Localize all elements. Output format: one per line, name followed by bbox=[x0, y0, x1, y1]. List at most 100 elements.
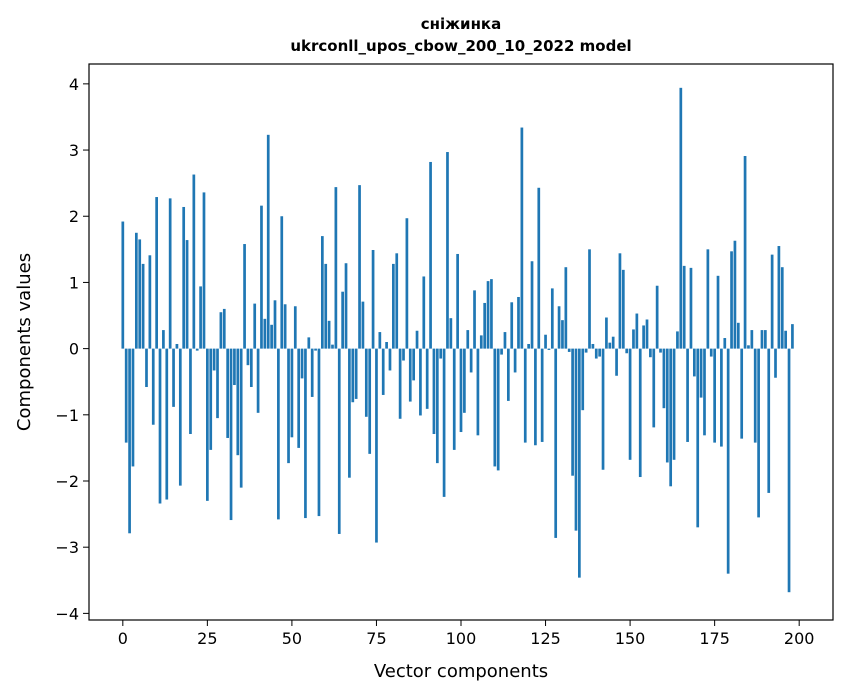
bar-9 bbox=[151, 348, 155, 425]
bar-116 bbox=[513, 348, 517, 373]
bar-112 bbox=[500, 348, 503, 355]
bar-104 bbox=[473, 290, 476, 349]
bar-82 bbox=[398, 348, 402, 419]
bar-150 bbox=[628, 348, 632, 460]
x-axis: 0 25 50 75 100 125 150 175 200 bbox=[118, 620, 815, 648]
chart-title: сніжинка bbox=[421, 15, 502, 33]
bar-11 bbox=[158, 348, 162, 504]
bar-71 bbox=[361, 301, 365, 349]
bar-155 bbox=[645, 319, 649, 349]
bar-22 bbox=[195, 348, 199, 351]
bar-41 bbox=[260, 205, 263, 349]
bar-137 bbox=[584, 348, 588, 353]
bar-152 bbox=[635, 313, 639, 349]
bar-122 bbox=[534, 348, 537, 446]
bar-5 bbox=[138, 239, 142, 349]
bar-49 bbox=[287, 348, 290, 464]
bar-193 bbox=[774, 348, 777, 378]
bar-99 bbox=[456, 253, 459, 349]
bar-7 bbox=[145, 348, 148, 388]
bar-28 bbox=[216, 348, 219, 419]
bar-63 bbox=[334, 187, 338, 349]
bar-73 bbox=[368, 348, 372, 454]
bar-140 bbox=[594, 348, 598, 359]
bar-113 bbox=[503, 332, 507, 349]
bar-24 bbox=[202, 192, 206, 349]
bar-56 bbox=[310, 348, 314, 397]
bar-136 bbox=[581, 348, 585, 411]
bar-169 bbox=[692, 348, 696, 377]
bar-120 bbox=[527, 343, 530, 349]
bar-62 bbox=[331, 344, 334, 349]
bar-148 bbox=[621, 269, 625, 349]
x-tick-label: 100 bbox=[446, 629, 477, 648]
bar-157 bbox=[652, 348, 656, 428]
bar-15 bbox=[172, 348, 175, 407]
bar-144 bbox=[608, 342, 612, 349]
bar-165 bbox=[679, 87, 683, 349]
bar-130 bbox=[561, 320, 564, 349]
bar-74 bbox=[371, 249, 375, 349]
bar-115 bbox=[510, 302, 514, 349]
bar-171 bbox=[699, 348, 703, 398]
bar-131 bbox=[564, 267, 568, 349]
y-tick-label: −2 bbox=[55, 472, 79, 491]
x-tick-label: 150 bbox=[615, 629, 646, 648]
bar-45 bbox=[273, 300, 277, 349]
bar-65 bbox=[341, 291, 344, 349]
x-axis-label: Vector components bbox=[374, 661, 548, 682]
bar-93 bbox=[435, 348, 439, 464]
bar-18 bbox=[182, 206, 186, 349]
x-tick-label: 125 bbox=[530, 629, 561, 648]
bar-176 bbox=[716, 275, 720, 349]
bar-190 bbox=[764, 330, 767, 349]
bar-173 bbox=[706, 249, 710, 349]
bar-44 bbox=[270, 324, 273, 349]
bar-132 bbox=[567, 348, 571, 352]
bar-179 bbox=[726, 348, 730, 574]
bar-87 bbox=[415, 330, 419, 349]
bar-174 bbox=[709, 348, 713, 357]
bar-135 bbox=[578, 348, 581, 578]
bar-47 bbox=[280, 216, 284, 349]
bar-86 bbox=[412, 348, 416, 381]
bar-178 bbox=[723, 338, 727, 349]
bar-129 bbox=[557, 306, 561, 349]
bar-110 bbox=[493, 348, 497, 467]
bar-106 bbox=[479, 335, 483, 349]
bar-184 bbox=[743, 156, 747, 349]
bar-26 bbox=[209, 348, 213, 450]
bar-54 bbox=[304, 348, 307, 519]
y-tick-label: −4 bbox=[55, 604, 79, 623]
bar-68 bbox=[351, 348, 355, 403]
bar-133 bbox=[571, 348, 574, 476]
bar-33 bbox=[233, 348, 236, 386]
bar-138 bbox=[588, 249, 591, 349]
bar-166 bbox=[682, 265, 686, 349]
bar-92 bbox=[432, 348, 436, 435]
bar-107 bbox=[483, 302, 487, 349]
bar-111 bbox=[496, 348, 500, 471]
bar-181 bbox=[733, 240, 737, 349]
bar-55 bbox=[307, 337, 311, 349]
bar-151 bbox=[632, 329, 635, 349]
bar-158 bbox=[655, 285, 659, 349]
bar-14 bbox=[168, 198, 172, 349]
y-axis-label: Components values bbox=[14, 253, 35, 431]
x-tick-label: 175 bbox=[699, 629, 730, 648]
bar-37 bbox=[246, 348, 250, 366]
bar-167 bbox=[686, 348, 689, 442]
bar-79 bbox=[388, 348, 392, 371]
bar-187 bbox=[753, 348, 757, 443]
bar-2 bbox=[128, 348, 131, 534]
bar-191 bbox=[767, 348, 771, 493]
bar-19 bbox=[185, 240, 189, 349]
y-tick-label: 1 bbox=[69, 273, 79, 292]
y-axis: −4 −3 −2 −1 0 1 2 3 4 bbox=[55, 75, 89, 623]
bar-100 bbox=[459, 348, 463, 433]
bar-13 bbox=[165, 348, 169, 500]
bar-149 bbox=[625, 348, 629, 354]
x-tick-label: 200 bbox=[784, 629, 815, 648]
bar-88 bbox=[419, 348, 422, 416]
